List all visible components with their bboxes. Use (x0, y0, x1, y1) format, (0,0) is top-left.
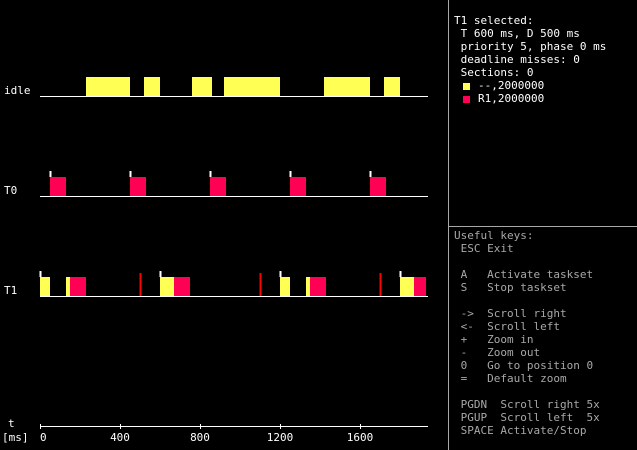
panel-divider (448, 0, 449, 450)
job-bar (414, 277, 426, 296)
job-bar (310, 277, 326, 296)
key-line: 0 Go to position 0 (454, 359, 594, 372)
tick-label: 800 (190, 431, 210, 444)
section-color-swatch (463, 83, 470, 90)
key-line: -> Scroll right (454, 307, 567, 320)
job-bar (400, 277, 414, 296)
tick-label: 1200 (267, 431, 294, 444)
key-line: ESC Exit (454, 242, 514, 255)
selected-line-1: T 600 ms, D 500 ms (454, 27, 580, 40)
key-line: <- Scroll left (454, 320, 560, 333)
row-label: T0 (4, 184, 17, 197)
row-label: T1 (4, 284, 17, 297)
job-bar (210, 177, 226, 196)
selected-line-0: T1 selected: (454, 14, 534, 27)
info-panel: T1 selected: T 600 ms, D 500 ms priority… (449, 0, 637, 450)
key-line: S Stop taskset (454, 281, 567, 294)
key-line: PGDN Scroll right 5x (454, 398, 600, 411)
timeline-canvas[interactable]: idle T0 T1 t[ms] 0 400 800 1200 1600 (0, 0, 448, 450)
section-label-1: R1,2000000 (478, 92, 545, 105)
key-line: = Default zoom (454, 372, 567, 385)
selected-line-2: priority 5, phase 0 ms (454, 40, 607, 53)
job-bar (50, 177, 66, 196)
job-bar (86, 77, 130, 96)
job-bar (130, 177, 146, 196)
key-line: SPACE Activate/Stop (454, 424, 587, 437)
key-line: + Zoom in (454, 333, 534, 346)
job-bar (66, 277, 70, 296)
job-bar (70, 277, 86, 296)
job-bar (370, 177, 386, 196)
key-line: A Activate taskset (454, 268, 594, 281)
job-bar (224, 77, 280, 96)
job-bar (160, 277, 174, 296)
key-line: - Zoom out (454, 346, 541, 359)
key-line: PGUP Scroll left 5x (454, 411, 600, 424)
tick-label: 1600 (347, 431, 374, 444)
job-bar (174, 277, 190, 296)
job-bar (192, 77, 212, 96)
tick-label: 0 (40, 431, 47, 444)
job-bar (144, 77, 160, 96)
tick-label: 400 (110, 431, 130, 444)
keys-title: Useful keys: (454, 229, 534, 242)
section-label-0: --,2000000 (478, 79, 545, 92)
unit-label: [ms] (2, 431, 29, 444)
job-bar (40, 277, 50, 296)
selected-line-4: Sections: 0 (454, 66, 534, 79)
job-bar (280, 277, 290, 296)
row-label: idle (4, 84, 31, 97)
section-color-swatch (463, 96, 470, 103)
job-bar (290, 177, 306, 196)
selected-line-3: deadline misses: 0 (454, 53, 580, 66)
time-axis-label: t (8, 417, 15, 430)
job-bar (306, 277, 310, 296)
panel-separator (449, 226, 637, 227)
job-bar (384, 77, 400, 96)
job-bar (324, 77, 370, 96)
